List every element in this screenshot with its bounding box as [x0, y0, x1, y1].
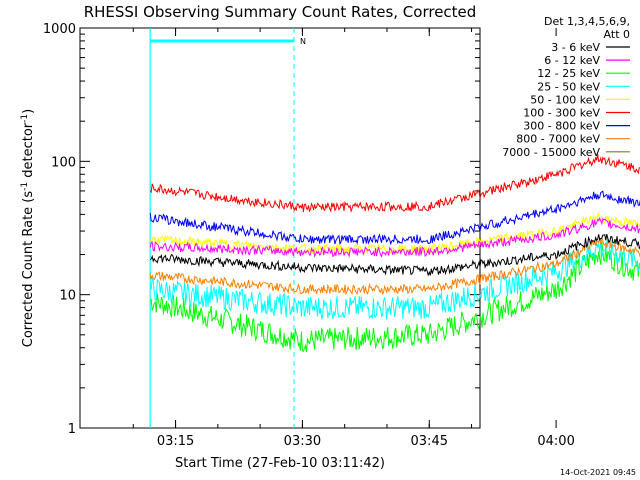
legend-item-label: 50 - 100 keV — [530, 93, 600, 106]
y-axis-label-main: Corrected Count Rate (s — [21, 191, 36, 348]
orbit-markers: N — [149, 28, 306, 428]
series-line — [149, 154, 640, 213]
series-line — [149, 241, 640, 353]
y-axis-label-sup1: -1 — [20, 182, 30, 191]
x-tick-label: 03:30 — [284, 434, 321, 449]
y-axis-label-mid: detector — [21, 122, 36, 182]
y-axis-label-sup2: -1 — [20, 114, 30, 123]
x-axis-label: Start Time (27-Feb-10 03:11:42) — [175, 456, 385, 471]
x-tick-label: 04:00 — [537, 434, 574, 449]
legend-item-label: 300 - 800 keV — [523, 120, 600, 133]
legend-item-label: 800 - 7000 keV — [516, 133, 600, 146]
y-tick-label: 1 — [68, 422, 76, 437]
series-group — [149, 154, 640, 353]
y-tick-label: 1000 — [43, 22, 76, 37]
y-tick-label: 10 — [59, 289, 76, 304]
series-line — [149, 190, 640, 246]
legend-item-label: 6 - 12 keV — [544, 54, 600, 67]
legend-item-label: 12 - 25 keV — [537, 67, 600, 80]
legend-item-label: 100 - 300 keV — [523, 107, 600, 120]
legend-item-label: 3 - 6 keV — [551, 41, 600, 54]
y-tick-label: 100 — [51, 155, 76, 170]
series-line — [149, 236, 640, 296]
series-line — [149, 212, 640, 256]
legend-header-detectors: Det 1,3,4,5,6,9, — [544, 15, 630, 28]
night-label: N — [300, 37, 306, 46]
legend-item-label: 7000 - 15000 keV — [502, 146, 600, 159]
x-tick-label: 03:45 — [411, 434, 448, 449]
y-axis-label-end: ) — [21, 109, 36, 114]
y-axis: 1 10 100 1000 — [43, 22, 480, 437]
timestamp: 14-Oct-2021 09:45 — [560, 468, 636, 477]
plot-frame — [79, 27, 481, 429]
series-line — [149, 238, 640, 320]
series-line — [149, 217, 640, 258]
x-tick-label: 03:15 — [157, 434, 194, 449]
series-line — [149, 233, 640, 277]
chart-title: RHESSI Observing Summary Count Rates, Co… — [84, 3, 477, 21]
legend-item-label: 25 - 50 keV — [537, 80, 600, 93]
y-axis-label: Corrected Count Rate (s-1 detector-1) — [20, 109, 36, 347]
legend-header-attenuator: Att 0 — [604, 28, 630, 41]
